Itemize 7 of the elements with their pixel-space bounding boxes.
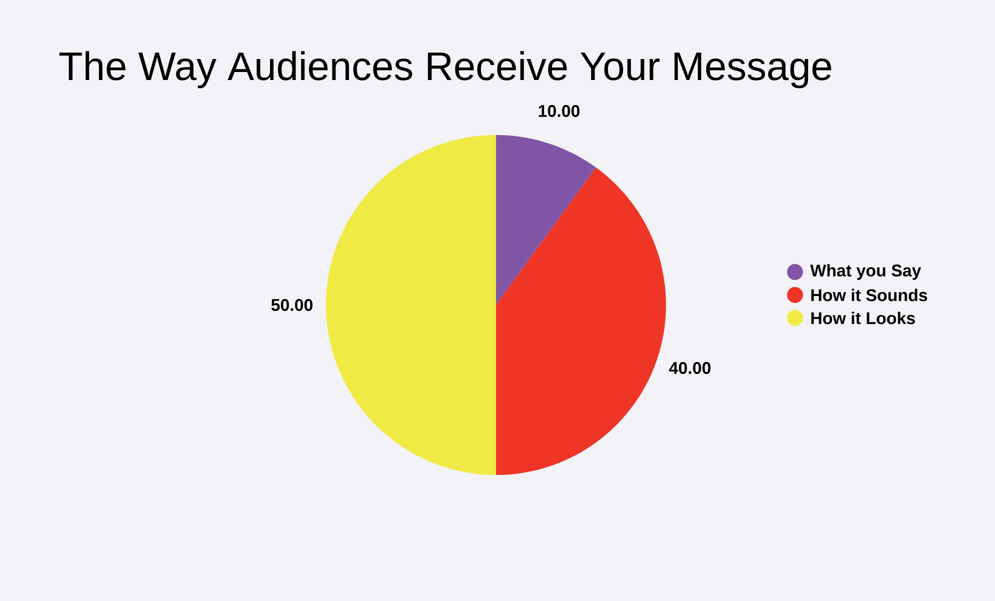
legend-label: How it Looks <box>811 312 915 324</box>
data-label: 10.00 <box>538 104 580 117</box>
data-label: 50.00 <box>271 298 312 311</box>
legend-label: How it Sounds <box>811 288 928 302</box>
legend-label: What you Say <box>810 264 922 280</box>
chart-title: The Way Audiences Receive Your Message <box>59 51 832 88</box>
data-label: 40.00 <box>669 362 710 374</box>
